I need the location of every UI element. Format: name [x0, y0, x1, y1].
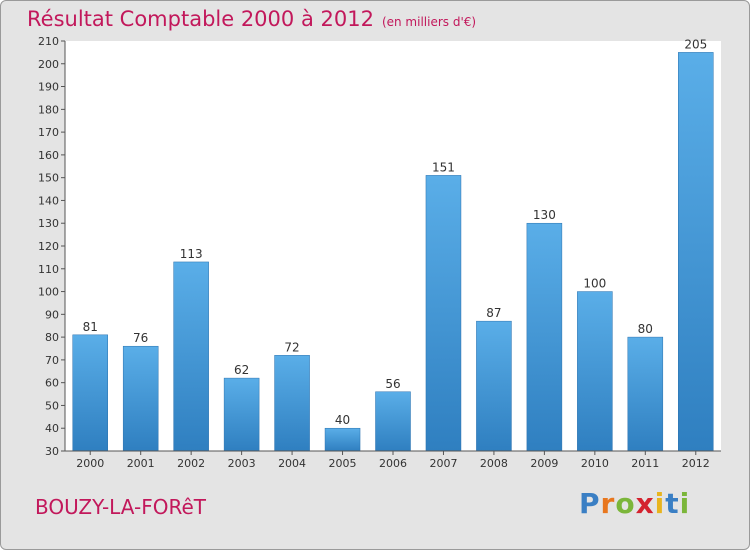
bar-value-label: 76 — [133, 331, 148, 345]
logo-letter: x — [635, 487, 655, 520]
bar-value-label: 87 — [486, 306, 501, 320]
x-tick-label: 2006 — [379, 457, 407, 470]
x-tick-label: 2007 — [429, 457, 457, 470]
bar-2006 — [375, 391, 411, 452]
bar-2000 — [72, 334, 108, 452]
logo-letter: P — [579, 487, 601, 520]
bar-value-label: 62 — [234, 363, 249, 377]
bar-value-label: 130 — [533, 208, 556, 222]
bar-value-label: 72 — [284, 340, 299, 354]
y-tick-label: 140 — [38, 194, 59, 207]
bar-value-label: 81 — [83, 320, 98, 334]
chart-title-text: Résultat Comptable 2000 à 2012 — [27, 7, 374, 31]
bar-value-label: 113 — [180, 247, 203, 261]
x-tick-label: 2010 — [581, 457, 609, 470]
x-tick-label: 2012 — [682, 457, 710, 470]
y-tick-label: 100 — [38, 286, 59, 299]
bar-2011 — [627, 336, 664, 452]
bar-2009 — [526, 222, 563, 452]
bar-value-label: 80 — [638, 322, 653, 336]
bar-2004 — [274, 355, 310, 452]
proxiti-logo: Proxiti — [579, 487, 690, 520]
bar-2012 — [678, 52, 714, 452]
bar-2005 — [324, 427, 361, 452]
bar-value-label: 40 — [335, 413, 350, 427]
y-tick-label: 40 — [45, 422, 59, 435]
x-tick-label: 2009 — [530, 457, 558, 470]
y-tick-label: 210 — [38, 35, 59, 48]
bar-value-label: 151 — [432, 160, 455, 174]
bar-value-label: 56 — [385, 377, 400, 391]
bar-2001 — [122, 345, 159, 452]
x-tick-label: 2002 — [177, 457, 205, 470]
y-tick-label: 180 — [38, 103, 59, 116]
x-tick-label: 2001 — [127, 457, 155, 470]
y-tick-label: 50 — [45, 399, 59, 412]
y-tick-label: 110 — [38, 263, 59, 276]
y-tick-label: 130 — [38, 217, 59, 230]
bar-2008 — [476, 320, 512, 452]
bar-2007 — [425, 175, 462, 452]
x-tick-label: 2011 — [631, 457, 659, 470]
x-tick-label: 2008 — [480, 457, 508, 470]
x-tick-label: 2000 — [76, 457, 104, 470]
commune-name: BOUZY-LA-FORêT — [35, 495, 206, 519]
y-tick-label: 190 — [38, 81, 59, 94]
bar-value-label: 205 — [684, 37, 707, 51]
x-tick-label: 2004 — [278, 457, 306, 470]
bar-2002 — [173, 261, 209, 452]
x-tick-label: 2005 — [329, 457, 357, 470]
y-tick-label: 150 — [38, 172, 59, 185]
y-tick-label: 90 — [45, 308, 59, 321]
chart-title: Résultat Comptable 2000 à 2012 (en millie… — [27, 7, 476, 31]
logo-letter: r — [600, 487, 616, 520]
chart-subtitle: (en milliers d'€) — [381, 15, 477, 29]
y-tick-label: 30 — [45, 445, 59, 458]
y-tick-label: 70 — [45, 354, 59, 367]
bar-2010 — [577, 291, 613, 452]
logo-letter: o — [615, 487, 636, 520]
y-tick-label: 60 — [45, 377, 59, 390]
y-tick-label: 160 — [38, 149, 59, 162]
logo-letter: t — [665, 487, 680, 520]
y-tick-label: 200 — [38, 58, 59, 71]
logo-letter: i — [679, 487, 691, 520]
x-tick-label: 2003 — [228, 457, 256, 470]
y-tick-label: 80 — [45, 331, 59, 344]
y-tick-label: 120 — [38, 240, 59, 253]
bar-value-label: 100 — [583, 277, 606, 291]
logo-letter: i — [654, 487, 666, 520]
bar-2003 — [223, 377, 260, 452]
y-tick-label: 170 — [38, 126, 59, 139]
